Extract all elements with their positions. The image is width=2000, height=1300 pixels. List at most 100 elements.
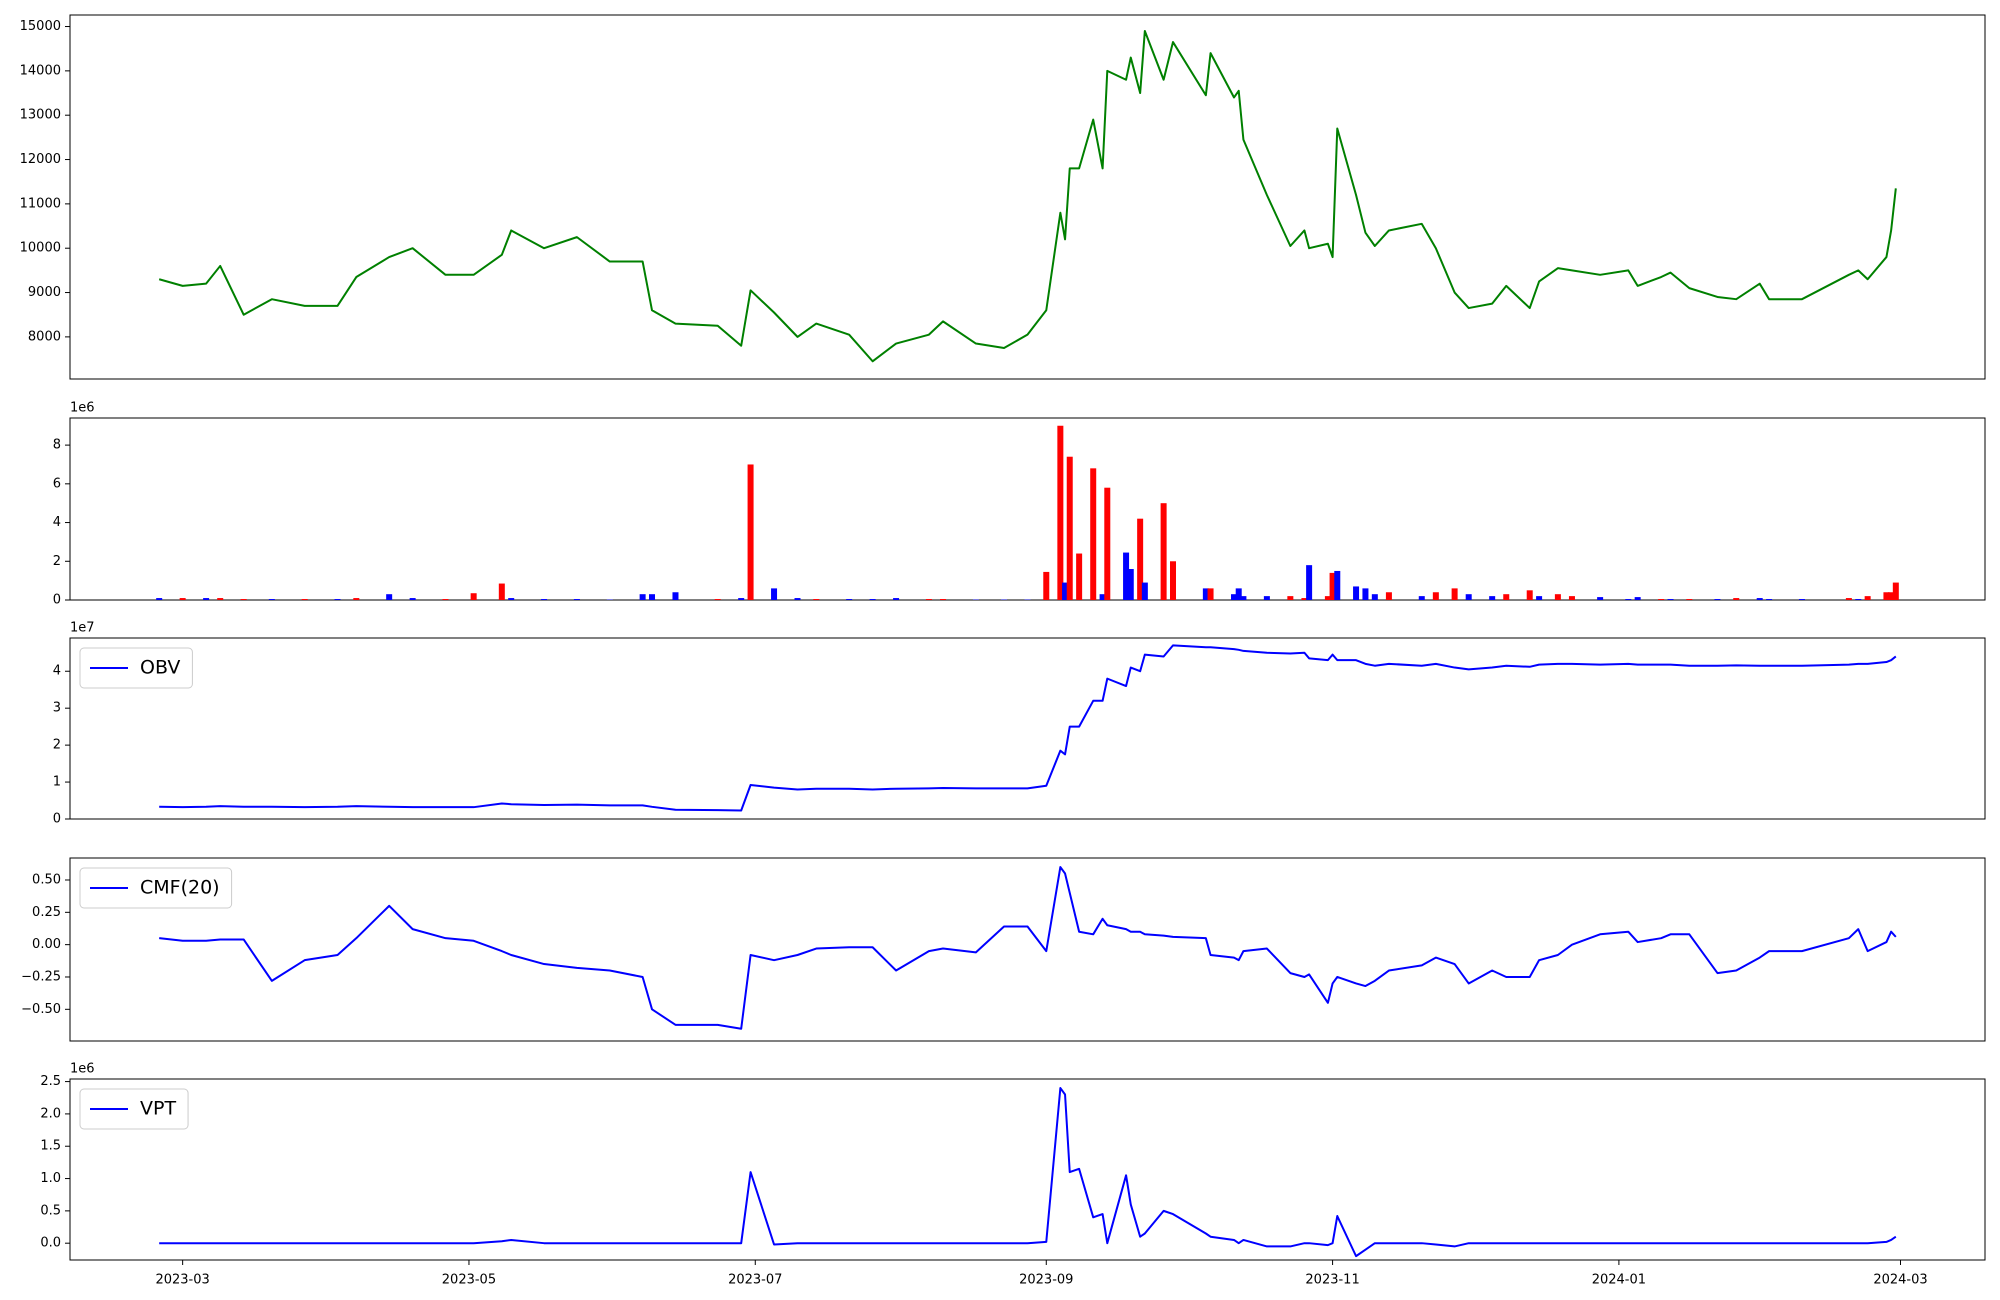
bar xyxy=(409,598,416,600)
bar xyxy=(1892,582,1899,600)
bar xyxy=(1855,599,1862,600)
bar xyxy=(1334,570,1341,600)
legend-label: CMF(20) xyxy=(140,877,220,899)
bar xyxy=(156,598,163,600)
bar xyxy=(1667,599,1674,600)
axes-frame xyxy=(69,14,1986,380)
bar xyxy=(1137,518,1144,600)
bar xyxy=(1526,590,1533,600)
bar xyxy=(649,594,656,600)
bar xyxy=(1207,588,1214,600)
y-tick-label: 15000 xyxy=(20,19,61,34)
y-tick-label: −0.50 xyxy=(21,1002,61,1017)
bar xyxy=(1240,596,1247,600)
bar xyxy=(1362,588,1369,600)
axis-offset: 1e6 xyxy=(70,401,95,416)
y-tick-label: 4 xyxy=(53,664,61,679)
axes-frame xyxy=(69,417,1986,601)
bar xyxy=(386,594,393,600)
bar xyxy=(1385,592,1392,600)
bar xyxy=(1371,594,1378,600)
bar xyxy=(1634,597,1641,600)
y-tick-label: 0.0 xyxy=(40,1236,61,1251)
bar xyxy=(794,598,801,600)
legend-box xyxy=(79,647,193,689)
y-tick-label: 4 xyxy=(53,515,61,530)
bar xyxy=(639,594,646,600)
bar xyxy=(1170,561,1177,600)
y-tick-label: 0.50 xyxy=(32,872,61,887)
bar xyxy=(1714,599,1721,600)
y-tick-label: 0.5 xyxy=(40,1203,61,1218)
bar xyxy=(813,599,820,600)
bar xyxy=(240,599,247,600)
bar xyxy=(1756,598,1763,600)
bar xyxy=(1883,592,1890,600)
axes-frame xyxy=(69,637,1986,820)
y-tick-label: 8 xyxy=(53,438,61,453)
legend-box xyxy=(79,867,233,909)
y-tick-label: 0.00 xyxy=(32,937,61,952)
bar xyxy=(1418,596,1425,600)
bar xyxy=(1686,599,1693,600)
bar xyxy=(1503,594,1510,600)
bar xyxy=(1329,572,1336,600)
bar xyxy=(1231,594,1238,600)
bar xyxy=(179,598,186,600)
bar xyxy=(203,598,210,600)
bar xyxy=(1062,582,1069,600)
y-tick-label: 11000 xyxy=(20,196,61,211)
bar xyxy=(1127,569,1134,600)
bar xyxy=(268,599,275,600)
x-tick-label: 2023-03 xyxy=(155,1273,209,1288)
bar xyxy=(1301,598,1308,600)
bar xyxy=(1324,596,1331,600)
bar xyxy=(301,599,308,600)
legend-label: VPT xyxy=(140,1098,176,1120)
axis-offset: 1e6 xyxy=(70,1062,95,1077)
bar xyxy=(672,592,679,600)
bar xyxy=(1489,596,1496,600)
bar xyxy=(334,599,341,600)
axes-frame xyxy=(69,1078,1986,1261)
y-tick-label: −0.25 xyxy=(21,969,61,984)
bar xyxy=(1536,596,1543,600)
y-tick-label: 2.5 xyxy=(40,1074,61,1089)
bar xyxy=(1568,596,1575,600)
bar xyxy=(1090,468,1097,600)
bar xyxy=(1287,596,1294,600)
y-tick-label: 13000 xyxy=(20,108,61,123)
x-tick-label: 2024-01 xyxy=(1592,1273,1646,1288)
bar xyxy=(1766,599,1773,600)
line xyxy=(159,1087,1897,1258)
x-tick-label: 2023-07 xyxy=(728,1273,782,1288)
bar xyxy=(1451,588,1458,600)
bar xyxy=(771,588,778,600)
bar xyxy=(1235,588,1242,600)
bar xyxy=(442,599,449,600)
bar xyxy=(1043,571,1050,600)
y-tick-label: 12000 xyxy=(20,152,61,167)
bar xyxy=(1733,598,1740,600)
bar xyxy=(498,583,505,600)
bar xyxy=(1099,594,1106,600)
bar xyxy=(1076,553,1083,600)
bar xyxy=(869,599,876,600)
bar xyxy=(714,599,721,600)
bar xyxy=(1597,597,1604,600)
bar xyxy=(573,599,580,600)
bar xyxy=(738,598,745,600)
y-tick-label: 3 xyxy=(53,701,61,716)
bar xyxy=(925,599,932,600)
y-tick-label: 14000 xyxy=(20,63,61,78)
x-tick-label: 2023-11 xyxy=(1305,1273,1359,1288)
bar xyxy=(893,598,900,600)
bar xyxy=(1888,592,1895,600)
bar xyxy=(1864,596,1871,600)
y-tick-label: 0.25 xyxy=(32,905,61,920)
axis-offset: 1e7 xyxy=(70,621,95,636)
bar xyxy=(940,599,947,600)
x-tick-label: 2024-03 xyxy=(1873,1273,1927,1288)
bar xyxy=(1465,594,1472,600)
